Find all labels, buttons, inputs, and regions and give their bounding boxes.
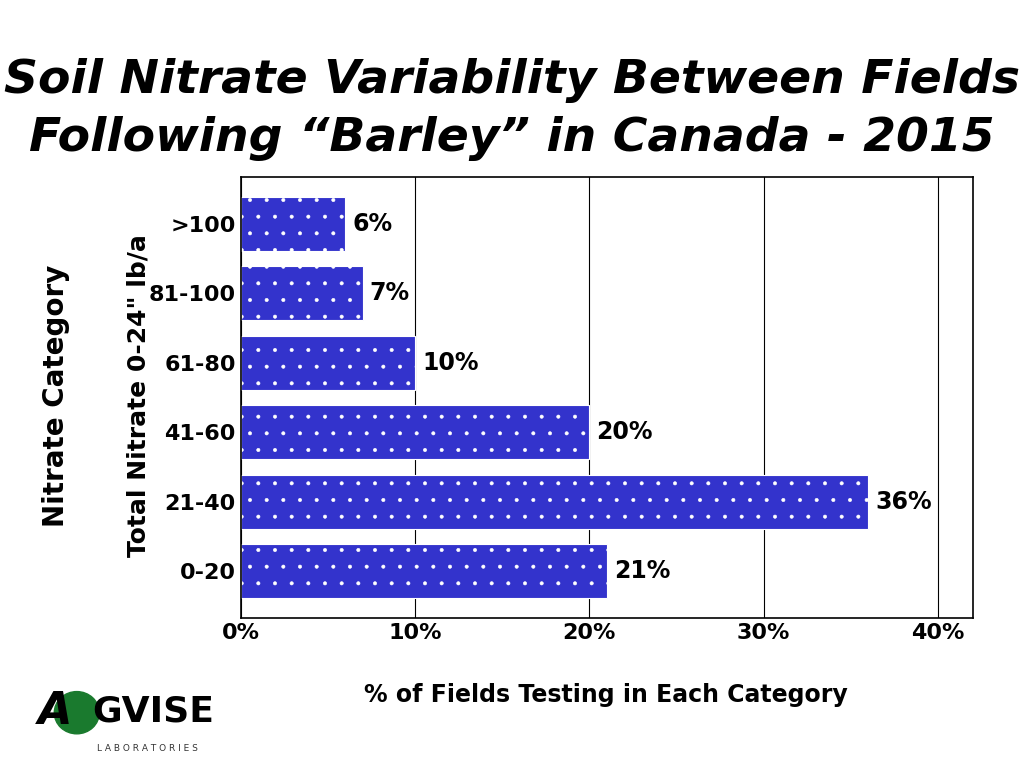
Text: Total Nitrate 0-24" lb/a: Total Nitrate 0-24" lb/a <box>126 234 151 557</box>
Text: Nitrate Category: Nitrate Category <box>42 264 71 527</box>
Text: 36%: 36% <box>876 490 932 514</box>
Ellipse shape <box>54 691 99 734</box>
Text: 21%: 21% <box>613 559 670 583</box>
Text: 7%: 7% <box>370 281 410 305</box>
Bar <box>241 336 415 390</box>
Bar <box>241 405 589 459</box>
Bar <box>241 266 362 320</box>
Bar <box>241 197 345 251</box>
Text: A: A <box>38 690 73 733</box>
Text: GVISE: GVISE <box>92 695 215 729</box>
Bar <box>241 544 606 598</box>
Text: 10%: 10% <box>422 351 478 375</box>
Text: % of Fields Testing in Each Category: % of Fields Testing in Each Category <box>365 683 848 707</box>
Bar <box>241 475 868 528</box>
Text: 6%: 6% <box>352 212 392 236</box>
Text: Following “Barley” in Canada - 2015: Following “Barley” in Canada - 2015 <box>30 116 994 161</box>
Text: L A B O R A T O R I E S: L A B O R A T O R I E S <box>97 744 198 753</box>
Text: 20%: 20% <box>596 420 652 444</box>
Text: Soil Nitrate Variability Between Fields: Soil Nitrate Variability Between Fields <box>4 58 1020 103</box>
